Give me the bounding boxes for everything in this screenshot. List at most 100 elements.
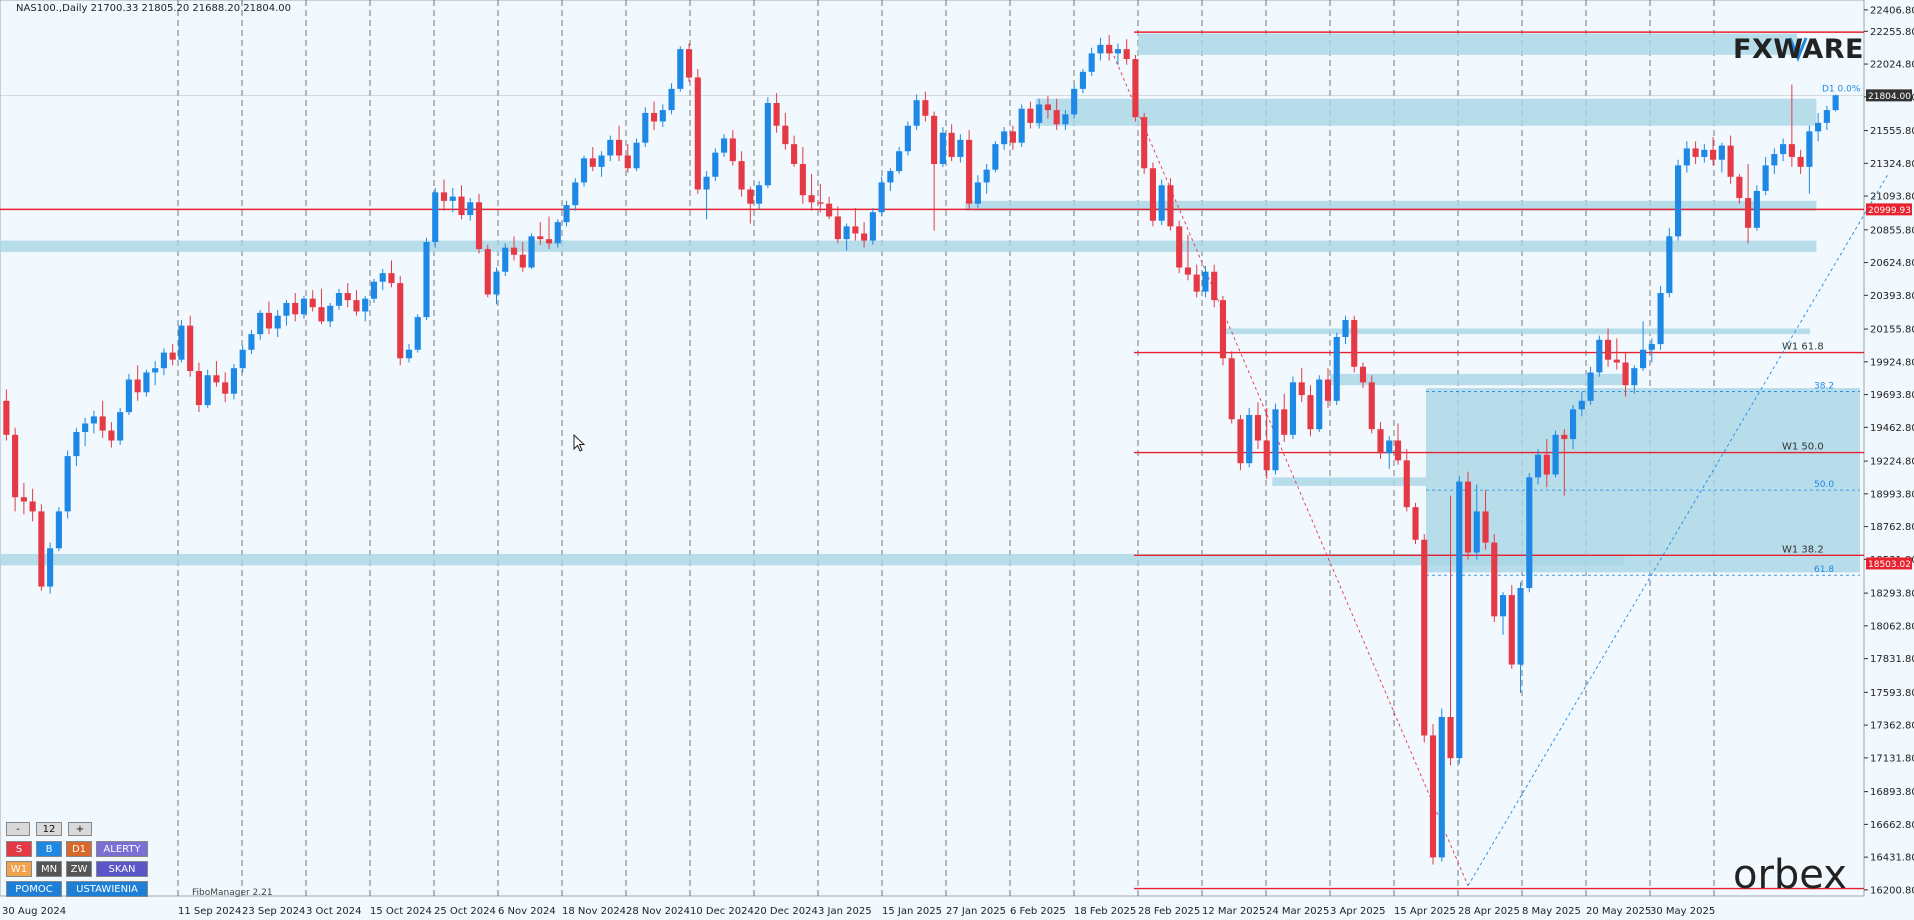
candle-body — [493, 271, 500, 295]
candle-body — [1359, 366, 1367, 383]
candle-body — [388, 273, 395, 284]
zw-button[interactable]: ZW — [66, 861, 92, 877]
x-tick-label: 6 Feb 2025 — [1010, 906, 1066, 917]
candle-body — [1578, 400, 1585, 410]
candle-body — [668, 88, 675, 111]
y-tick-label: 18762.80 — [1870, 522, 1914, 533]
x-tick-label: 3 Jan 2025 — [818, 906, 872, 917]
candle-body — [1815, 122, 1822, 132]
candle-body — [1272, 409, 1279, 471]
candle-body — [1106, 44, 1113, 54]
candle-body — [1561, 434, 1568, 440]
candle-body — [1088, 53, 1095, 72]
candle-body — [1149, 168, 1157, 221]
support-zone — [0, 240, 1817, 252]
candle-body — [1044, 104, 1051, 111]
sell-button[interactable]: S — [6, 841, 32, 857]
candle-body — [1202, 271, 1209, 292]
candle-body — [1806, 131, 1813, 167]
y-tick-label: 17593.80 — [1870, 688, 1914, 699]
candle-body — [1351, 319, 1358, 367]
mouse-cursor-icon — [573, 434, 586, 452]
candle-body — [931, 115, 938, 164]
candle-body — [922, 100, 929, 116]
candle-body — [1517, 587, 1524, 665]
candle-body — [1228, 358, 1235, 420]
candle-body — [1289, 382, 1297, 435]
candle-body — [808, 195, 815, 203]
candle-body — [1036, 104, 1043, 123]
candle-body — [1429, 735, 1437, 858]
candle-body — [1158, 185, 1165, 221]
candle-body — [222, 382, 229, 394]
candle-body — [650, 112, 658, 122]
buy-button[interactable]: B — [36, 841, 62, 857]
x-tick-label: 24 Mar 2025 — [1266, 906, 1329, 917]
x-tick-label: 10 Dec 2024 — [690, 906, 754, 917]
candle-body — [817, 202, 824, 204]
candle-body — [1237, 419, 1244, 464]
candle-body — [1456, 481, 1463, 759]
ustawienia-button[interactable]: USTAWIENIA — [66, 881, 148, 897]
w1-button[interactable]: W1 — [6, 861, 32, 877]
alerty-button[interactable]: ALERTY — [96, 841, 148, 857]
candle-body — [274, 315, 281, 329]
candle-body — [764, 103, 771, 186]
candle-body — [1114, 49, 1121, 54]
y-tick-label: 19924.80 — [1870, 357, 1914, 368]
candle-body — [160, 352, 167, 369]
candle-body — [405, 349, 413, 359]
y-tick-label: 16662.80 — [1870, 820, 1914, 831]
candle-body — [73, 431, 80, 457]
y-tick-label: 21093.80 — [1870, 192, 1914, 203]
y-tick-label: 22024.80 — [1870, 60, 1914, 71]
candle-body — [983, 169, 990, 183]
y-tick-label: 19462.80 — [1870, 423, 1914, 434]
candle-body — [703, 176, 710, 190]
x-tick-label: 30 Aug 2024 — [2, 906, 66, 917]
candle-body — [1762, 165, 1769, 191]
candle-body — [554, 222, 561, 244]
candle-body — [1333, 336, 1340, 401]
skan-button[interactable]: SKAN — [96, 861, 148, 877]
candle-body — [843, 226, 850, 240]
candle-body — [1745, 198, 1752, 228]
decrease-button[interactable]: - — [6, 822, 30, 836]
candle-body — [12, 434, 19, 498]
x-tick-label: 27 Jan 2025 — [946, 906, 1006, 917]
candle-body — [1692, 148, 1699, 157]
d1-button[interactable]: D1 — [66, 841, 92, 857]
candle-body — [834, 216, 841, 240]
pomoc-button[interactable]: POMOC — [6, 881, 62, 897]
candle-body — [545, 239, 553, 244]
candle-body — [55, 511, 62, 549]
count-field[interactable]: 12 — [36, 822, 62, 836]
candle-body — [1491, 542, 1498, 617]
support-zone — [1138, 33, 1798, 55]
candle-body — [1167, 185, 1174, 227]
symbol-header: NAS100.,Daily 21700.33 21805.20 21688.20… — [16, 3, 291, 14]
candle-body — [519, 254, 526, 268]
increase-button[interactable]: + — [68, 822, 92, 836]
x-tick-label: 18 Feb 2025 — [1074, 906, 1136, 917]
candle-body — [773, 103, 780, 126]
candle-body — [826, 203, 833, 217]
candle-body — [327, 305, 334, 322]
candle-body — [1394, 440, 1402, 461]
y-tick-label: 22406.80 — [1870, 5, 1914, 16]
candle-body — [1823, 110, 1830, 123]
price-tag-label: 21804.00 — [1868, 92, 1911, 102]
candle-body — [563, 205, 570, 223]
y-tick-label: 16893.80 — [1870, 787, 1914, 798]
candle-body — [432, 192, 439, 242]
candle-body — [3, 400, 10, 435]
candle-body — [1675, 165, 1682, 237]
candle-body — [239, 349, 246, 369]
mn-button[interactable]: MN — [36, 861, 62, 877]
candle-body — [1788, 144, 1795, 157]
candle-body — [1281, 409, 1288, 435]
candle-body — [379, 273, 386, 282]
candle-body — [607, 139, 614, 156]
